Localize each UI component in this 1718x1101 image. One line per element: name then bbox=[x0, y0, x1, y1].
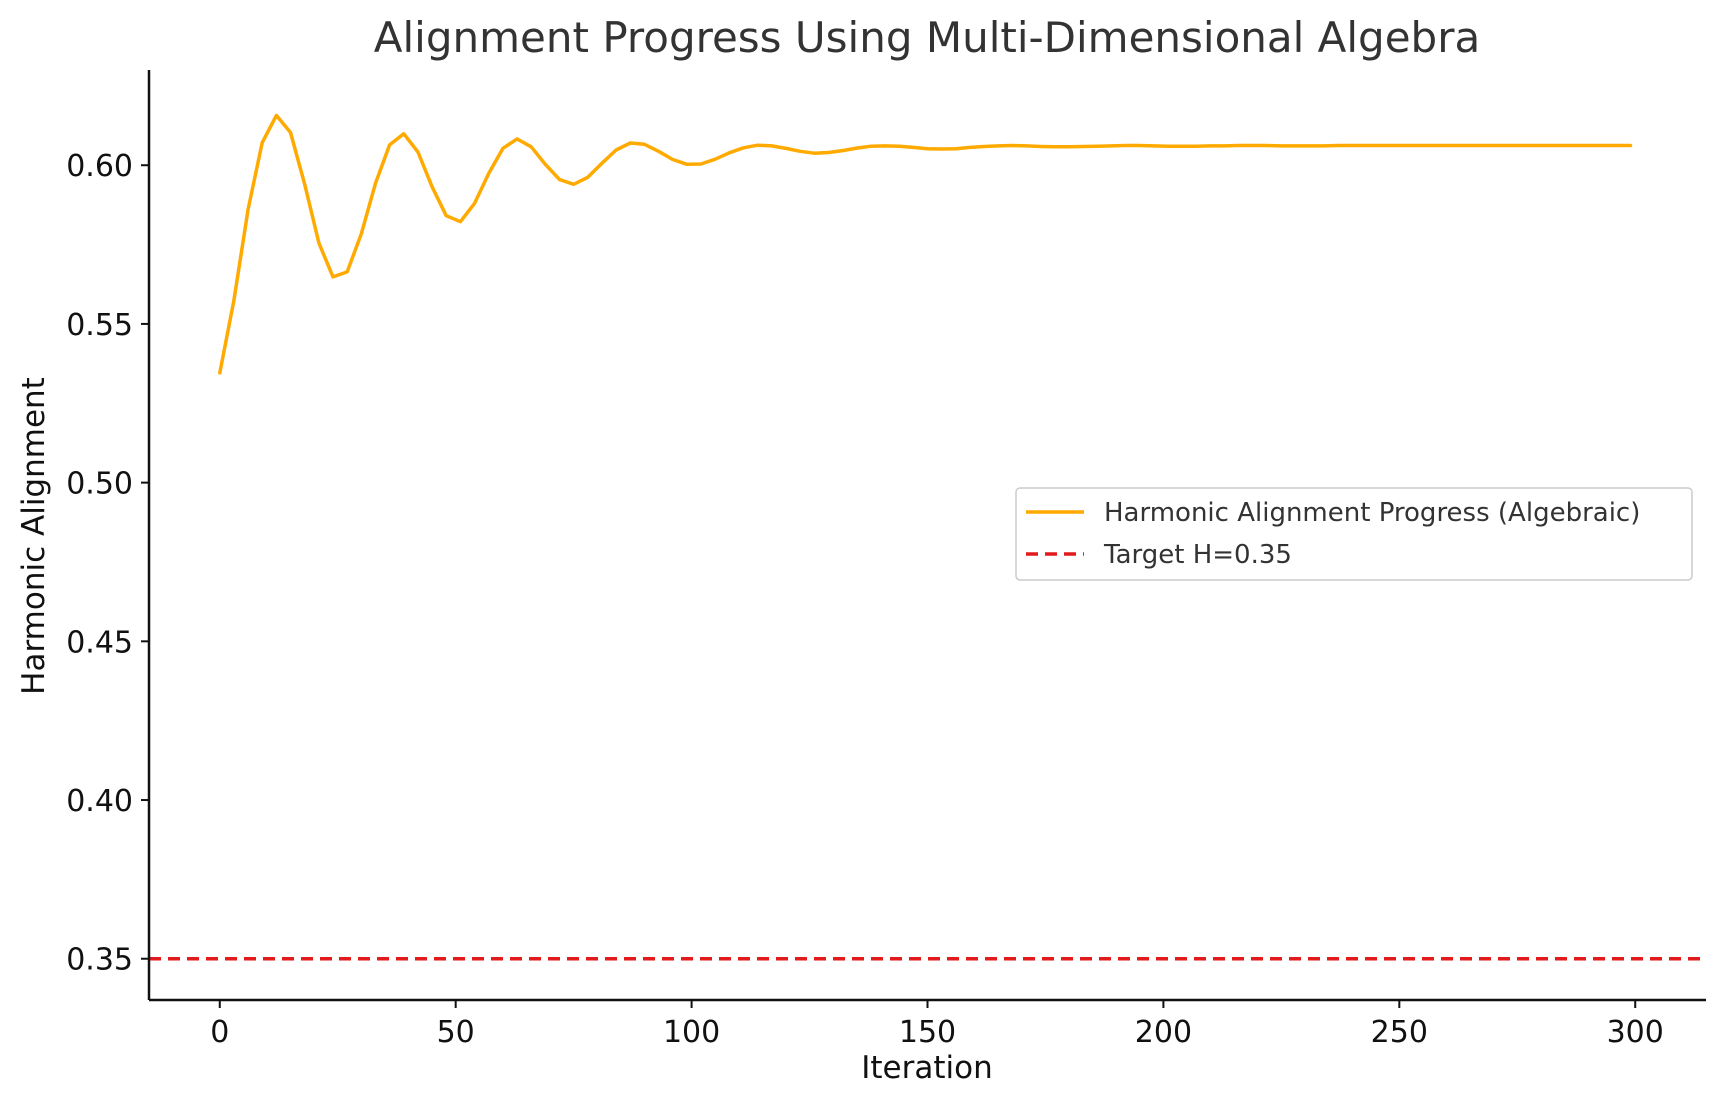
legend: Harmonic Alignment Progress (Algebraic) … bbox=[1015, 487, 1693, 581]
y-tick-label: 0.35 bbox=[66, 943, 133, 978]
x-tick-label: 200 bbox=[1135, 1015, 1192, 1050]
y-tick-label: 0.60 bbox=[66, 149, 133, 184]
x-tick-label: 100 bbox=[663, 1015, 720, 1050]
y-axis-label: Harmonic Alignment bbox=[16, 377, 52, 695]
x-tick-label: 250 bbox=[1371, 1015, 1428, 1050]
plot-lines bbox=[149, 113, 1706, 961]
series-line-progress bbox=[218, 113, 1633, 375]
y-tick-label: 0.40 bbox=[66, 784, 133, 819]
x-ticks: 0 50 100 150 200 250 300 bbox=[210, 1000, 1664, 1050]
x-tick-label: 50 bbox=[437, 1015, 475, 1050]
chart-title: Alignment Progress Using Multi-Dimension… bbox=[374, 13, 1480, 62]
x-tick-label: 150 bbox=[899, 1015, 956, 1050]
y-ticks: 0.35 0.40 0.45 0.50 0.55 0.60 bbox=[66, 149, 149, 978]
legend-box bbox=[1015, 487, 1693, 581]
legend-label-progress: Harmonic Alignment Progress (Algebraic) bbox=[1104, 498, 1640, 528]
y-tick-label: 0.50 bbox=[66, 467, 133, 502]
legend-label-target: Target H=0.35 bbox=[1103, 540, 1292, 570]
x-tick-label: 0 bbox=[210, 1015, 229, 1050]
x-axis-label: Iteration bbox=[861, 1050, 993, 1086]
y-tick-label: 0.55 bbox=[66, 308, 133, 343]
x-tick-label: 300 bbox=[1607, 1015, 1664, 1050]
y-tick-label: 0.45 bbox=[66, 625, 133, 660]
